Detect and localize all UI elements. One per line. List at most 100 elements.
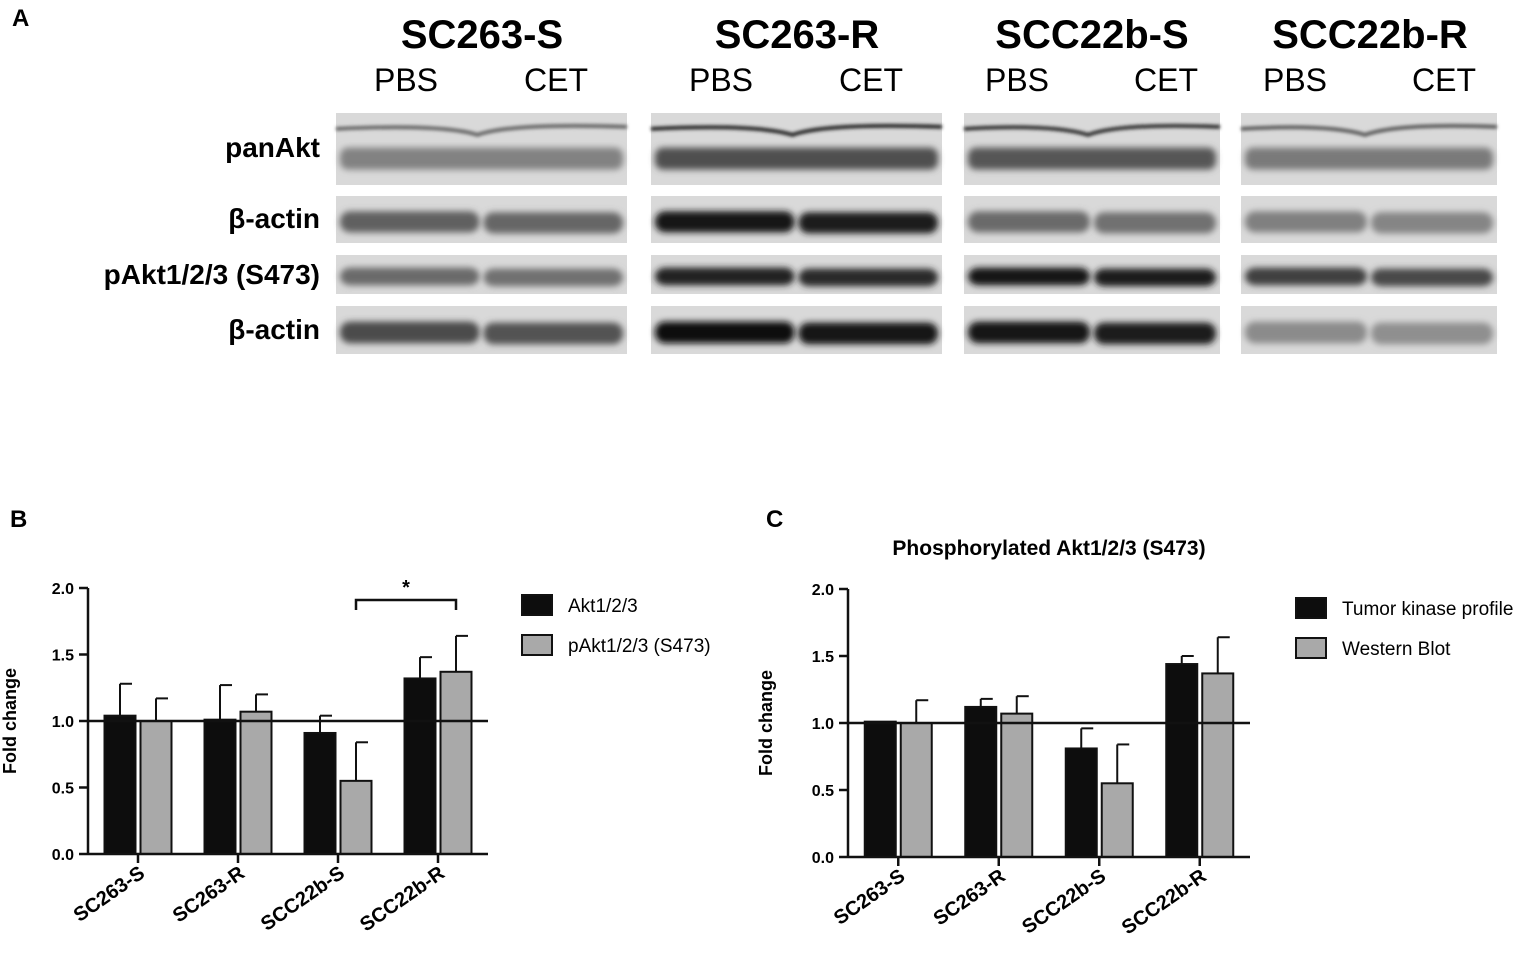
panel-b-letter: B xyxy=(10,506,27,533)
blot-band xyxy=(483,268,623,287)
bar xyxy=(964,705,998,858)
blot-band xyxy=(1371,322,1493,345)
bar xyxy=(1000,712,1034,858)
chart-c: Phosphorylated Akt1/2/3 (S473) 0.0 0.5 1.0 1… xyxy=(756,537,1513,939)
blot-band xyxy=(340,267,480,286)
panel-a: A SC263-S SC263-R SCC22b-S SCC22b-R PBS … xyxy=(12,5,1498,354)
blot-band xyxy=(798,268,938,287)
blot-strips xyxy=(335,113,1498,354)
blot-group-title: SC263-R xyxy=(715,13,880,57)
blot-band xyxy=(1094,268,1216,287)
y-tick-label: 2.0 xyxy=(812,582,834,599)
x-tick-label: SC263-R xyxy=(169,862,249,928)
y-tick-label: 0.0 xyxy=(52,847,74,864)
bar xyxy=(1100,782,1134,858)
blot-band xyxy=(963,123,1221,137)
y-tick-label: 1.0 xyxy=(52,714,74,731)
lane-label: PBS xyxy=(1263,62,1327,98)
legend-swatch xyxy=(521,634,553,656)
blot-row-label: β-actin xyxy=(228,203,320,234)
lane-label: PBS xyxy=(689,62,753,98)
bar xyxy=(139,720,173,855)
legend-swatch xyxy=(1295,637,1327,659)
legend-label: Akt1/2/3 xyxy=(568,596,638,617)
y-tick-label: 2.0 xyxy=(52,581,74,598)
legend-label: Western Blot xyxy=(1342,639,1451,660)
x-tick-label: SCC22b-S xyxy=(1018,865,1110,938)
blot-band xyxy=(340,147,623,170)
bar xyxy=(1064,747,1098,859)
y-tick-label: 1.5 xyxy=(812,649,834,666)
lane-label: CET xyxy=(1134,62,1198,98)
x-tick-label: SC263-R xyxy=(930,865,1010,931)
x-tick-label: SC263-S xyxy=(70,862,149,927)
blot-band xyxy=(1094,212,1216,234)
y-axis-label: Fold change xyxy=(0,668,20,774)
bar xyxy=(863,720,897,858)
blot-band xyxy=(655,267,795,286)
bar xyxy=(339,779,373,855)
y-tick-label: 0.5 xyxy=(52,781,74,798)
bar xyxy=(439,670,473,855)
blot-band xyxy=(483,212,623,234)
blot-band xyxy=(1371,268,1493,287)
blot-group-title: SCC22b-S xyxy=(995,13,1188,57)
blot-band xyxy=(968,211,1090,233)
y-tick-label: 0.0 xyxy=(812,850,834,867)
lane-label: PBS xyxy=(985,62,1049,98)
blot-band xyxy=(1245,211,1367,233)
blot-band xyxy=(655,321,795,344)
blot-row-label: β-actin xyxy=(228,314,320,345)
blot-group-title: SC263-S xyxy=(401,13,563,57)
blot-band xyxy=(1245,267,1367,286)
bar xyxy=(1165,663,1199,858)
blot-band xyxy=(1094,322,1216,345)
bar xyxy=(303,731,337,855)
blot-band xyxy=(655,147,938,170)
panel-c-letter: C xyxy=(766,506,783,533)
blot-band xyxy=(968,321,1090,344)
blot-band xyxy=(1245,321,1367,344)
blot-band xyxy=(655,211,795,233)
blot-band xyxy=(968,147,1216,170)
bar xyxy=(403,677,437,855)
panel-a-letter: A xyxy=(12,5,29,32)
blot-band xyxy=(1245,147,1493,170)
bar xyxy=(899,722,933,858)
panel-c: C Phosphorylated Akt1/2/3 (S473) 0.0 0.5 1.… xyxy=(756,506,1513,939)
legend-label: Tumor kinase profile xyxy=(1342,599,1513,620)
blot-band xyxy=(1371,212,1493,234)
lane-label: CET xyxy=(524,62,588,98)
blot-band xyxy=(968,267,1090,286)
chart-title: Phosphorylated Akt1/2/3 (S473) xyxy=(892,537,1205,560)
blot-row-label: pAkt1/2/3 (S473) xyxy=(104,259,320,290)
x-tick-label: SCC22b-S xyxy=(257,862,349,935)
bar xyxy=(1201,672,1235,858)
lane-label: CET xyxy=(1412,62,1476,98)
blot-band xyxy=(798,322,938,345)
lane-label: CET xyxy=(839,62,903,98)
bar xyxy=(103,714,137,855)
y-tick-label: 0.5 xyxy=(812,783,834,800)
y-axis-label: Fold change xyxy=(756,670,776,776)
legend-label: pAkt1/2/3 (S473) xyxy=(568,636,711,657)
blot-band xyxy=(483,322,623,345)
blot-group-title: SCC22b-R xyxy=(1272,13,1468,57)
chart-b: 0.0 0.5 1.0 1.5 2.0 Fold change SC263-S SC263-R… xyxy=(0,577,711,936)
lane-label: PBS xyxy=(374,62,438,98)
bar xyxy=(203,718,237,855)
blot-band xyxy=(335,123,628,137)
x-tick-label: SCC22b-R xyxy=(356,862,449,936)
y-tick-label: 1.0 xyxy=(812,716,834,733)
significance-bracket xyxy=(354,598,458,610)
blot-band xyxy=(650,123,943,137)
legend-swatch xyxy=(521,594,553,616)
x-tick-label: SC263-S xyxy=(830,865,909,930)
blot-band xyxy=(798,212,938,234)
significance-marker: * xyxy=(402,577,410,599)
blot-band xyxy=(340,321,480,344)
blot-band xyxy=(1240,123,1498,137)
blot-band xyxy=(340,211,480,233)
panel-b: B 0.0 0.5 1.0 1.5 2.0 Fold change SC263-S SC263… xyxy=(0,506,711,936)
